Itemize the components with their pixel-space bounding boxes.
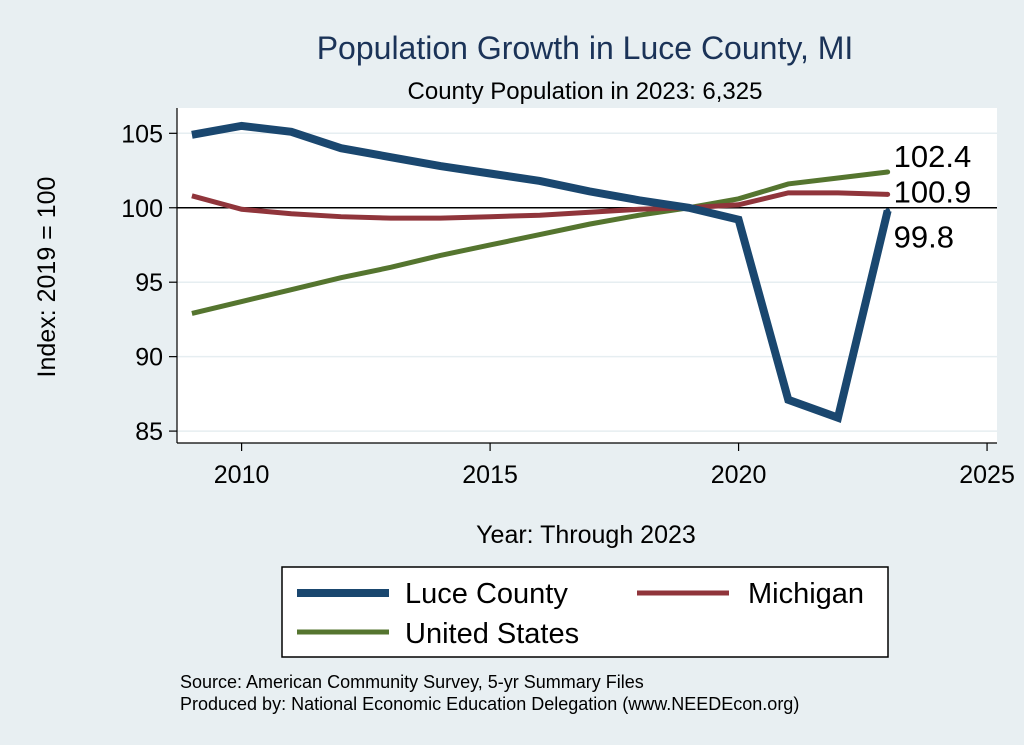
x-tick-label-2025: 2025 [959,461,1015,489]
legend: Luce County Michigan United States [281,566,889,658]
x-tick-label-2020: 2020 [711,461,767,489]
y-axis-title: Index: 2019 = 100 [33,177,61,378]
legend-box [281,566,889,658]
end-marker-luce [885,208,891,214]
chart-subtitle: County Population in 2023: 6,325 [408,78,763,105]
source-line-2: Produced by: National Economic Education… [180,694,799,714]
axes: 85 90 95 100 105 2010 2015 2020 2025 [121,108,1015,489]
series-lines [191,121,892,423]
end-marker-michigan [885,191,891,197]
y-tick-label-100: 100 [121,195,163,223]
end-marker-us [885,169,891,175]
x-axis-title: Year: Through 2023 [476,521,696,549]
x-tick-label-2010: 2010 [214,461,270,489]
chart-title: Population Growth in Luce County, MI [317,30,854,66]
series-line-luce [191,121,892,423]
series-line-us [191,169,888,316]
end-label-luce: 99.8 [894,220,954,255]
end-label-us: 102.4 [894,139,972,174]
legend-label-luce: Luce County [405,578,568,610]
y-tick-label-95: 95 [135,269,163,297]
x-tick-label-2015: 2015 [462,461,518,489]
plot-area [177,108,997,443]
y-tick-label-105: 105 [121,120,163,148]
y-tick-label-85: 85 [135,418,163,446]
series-line-michigan [191,190,888,221]
legend-label-michigan: Michigan [748,578,864,610]
legend-label-us: United States [405,618,579,650]
source-line-1: Source: American Community Survey, 5-yr … [180,672,644,692]
end-label-michigan: 100.9 [894,174,972,209]
y-tick-label-90: 90 [135,344,163,372]
